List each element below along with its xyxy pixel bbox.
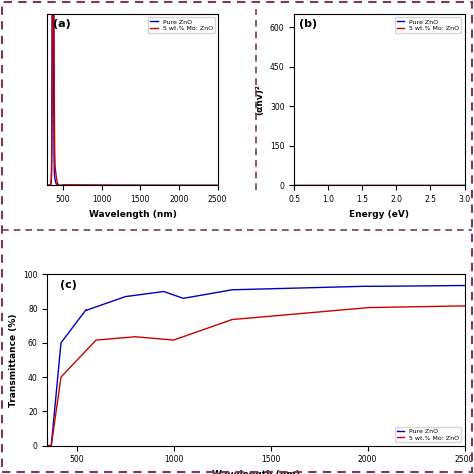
- 5 wt.% Mo: ZnO: (2.5e+03, 0.000535): ZnO: (2.5e+03, 0.000535): [215, 182, 220, 188]
- Pure ZnO: [45, 182, 50, 188]
- Legend: Pure ZnO, 5 wt.% Mo: ZnO: Pure ZnO, 5 wt.% Mo: ZnO: [148, 18, 215, 33]
- Text: (b): (b): [300, 19, 318, 29]
- Pure ZnO: [374, 182, 379, 188]
- 5 wt.% Mo: ZnO: (350, 0): ZnO: (350, 0): [45, 443, 50, 448]
- Pure ZnO: [210, 182, 216, 188]
- Pure ZnO: [210, 182, 216, 188]
- 5 wt.% Mo: ZnO: (1.69, 0): ZnO: (1.69, 0): [372, 182, 378, 188]
- 5 wt.% Mo: ZnO: (1.99, 0): ZnO: (1.99, 0): [393, 182, 399, 188]
- Pure ZnO: [215, 182, 220, 188]
- Line: 5 wt.% Mo: ZnO: 5 wt.% Mo: ZnO: [47, 306, 465, 446]
- 5 wt.% Mo: ZnO: (2.94, 0): ZnO: (2.94, 0): [457, 182, 463, 188]
- 5 wt.% Mo: ZnO: (3, 0): ZnO: (3, 0): [462, 182, 467, 188]
- Pure ZnO: [237, 287, 242, 292]
- 5 wt.% Mo: ZnO: (2.44e+03, 81.5): ZnO: (2.44e+03, 81.5): [449, 303, 455, 309]
- Line: 5 wt.% Mo: ZnO: 5 wt.% Mo: ZnO: [47, 0, 218, 185]
- X-axis label: Wavelength (nm): Wavelength (nm): [212, 470, 300, 474]
- 5 wt.% Mo: ZnO: (499, 1.68e-07): ZnO: (499, 1.68e-07): [60, 182, 66, 188]
- 5 wt.% Mo: ZnO: (2.03e+03, 0.00116): ZnO: (2.03e+03, 0.00116): [179, 182, 184, 188]
- 5 wt.% Mo: ZnO: (2.04e+03, 80.7): ZnO: (2.04e+03, 80.7): [373, 305, 379, 310]
- 5 wt.% Mo: ZnO: (0.5, 0): ZnO: (0.5, 0): [292, 182, 297, 188]
- Pure ZnO: [449, 283, 455, 289]
- Pure ZnO: [373, 283, 379, 289]
- Pure ZnO: [462, 182, 467, 188]
- Pure ZnO: [449, 283, 455, 289]
- 5 wt.% Mo: ZnO: (2.44e+03, 81.5): ZnO: (2.44e+03, 81.5): [449, 303, 455, 309]
- Pure ZnO: [383, 182, 389, 188]
- Pure ZnO: [372, 182, 378, 188]
- Pure ZnO: [54, 181, 59, 186]
- 5 wt.% Mo: ZnO: (1.4e+03, 74.6): ZnO: (1.4e+03, 74.6): [247, 315, 253, 321]
- Pure ZnO: [393, 182, 399, 188]
- Text: (a): (a): [53, 19, 70, 29]
- Pure ZnO: [431, 182, 437, 188]
- Line: Pure ZnO: Pure ZnO: [47, 285, 465, 446]
- Pure ZnO: [457, 182, 463, 188]
- Legend: Pure ZnO, 5 wt.% Mo: ZnO: Pure ZnO, 5 wt.% Mo: ZnO: [395, 427, 461, 442]
- 5 wt.% Mo: ZnO: (1.7, 0): ZnO: (1.7, 0): [374, 182, 379, 188]
- Pure ZnO: [292, 182, 297, 188]
- Pure ZnO: [128, 182, 133, 188]
- 5 wt.% Mo: ZnO: (2.5e+03, 81.6): ZnO: (2.5e+03, 81.6): [462, 303, 467, 309]
- X-axis label: Wavelength (nm): Wavelength (nm): [89, 210, 176, 219]
- X-axis label: Energy (eV): Energy (eV): [349, 210, 410, 219]
- Pure ZnO: [60, 182, 66, 188]
- 5 wt.% Mo: ZnO: (300, 2e-05): ZnO: (300, 2e-05): [45, 182, 50, 188]
- Legend: Pure ZnO, 5 wt.% Mo: ZnO: Pure ZnO, 5 wt.% Mo: ZnO: [395, 18, 461, 33]
- 5 wt.% Mo: ZnO: (1.31e+03, 0.00387): ZnO: (1.31e+03, 0.00387): [123, 182, 128, 188]
- 5 wt.% Mo: ZnO: (1.34e+03, 74): ZnO: (1.34e+03, 74): [237, 316, 242, 322]
- 5 wt.% Mo: ZnO: (460, 44.8): ZnO: (460, 44.8): [66, 366, 72, 372]
- 5 wt.% Mo: ZnO: (413, 0.253): ZnO: (413, 0.253): [54, 173, 59, 179]
- 5 wt.% Mo: ZnO: (1.37e+03, 0.00351): ZnO: (1.37e+03, 0.00351): [128, 182, 133, 188]
- Pure ZnO: [462, 283, 467, 288]
- Text: (c): (c): [60, 280, 77, 290]
- Line: Pure ZnO: Pure ZnO: [47, 0, 218, 185]
- Pure ZnO: [179, 182, 184, 188]
- Pure ZnO: [45, 443, 50, 448]
- 5 wt.% Mo: ZnO: (1.85, 0): ZnO: (1.85, 0): [383, 182, 389, 188]
- 5 wt.% Mo: ZnO: (2.44e+03, 0.000593): ZnO: (2.44e+03, 0.000593): [210, 182, 216, 188]
- Y-axis label: Transmittance (%): Transmittance (%): [9, 313, 18, 407]
- Pure ZnO: [66, 330, 72, 336]
- Y-axis label: (αhv)²: (αhv)²: [255, 84, 264, 115]
- Pure ZnO: [247, 286, 253, 292]
- Pure ZnO: [123, 182, 128, 188]
- 5 wt.% Mo: ZnO: (2.55, 0): ZnO: (2.55, 0): [431, 182, 437, 188]
- 5 wt.% Mo: ZnO: (2.44e+03, 0.000594): ZnO: (2.44e+03, 0.000594): [210, 182, 216, 188]
